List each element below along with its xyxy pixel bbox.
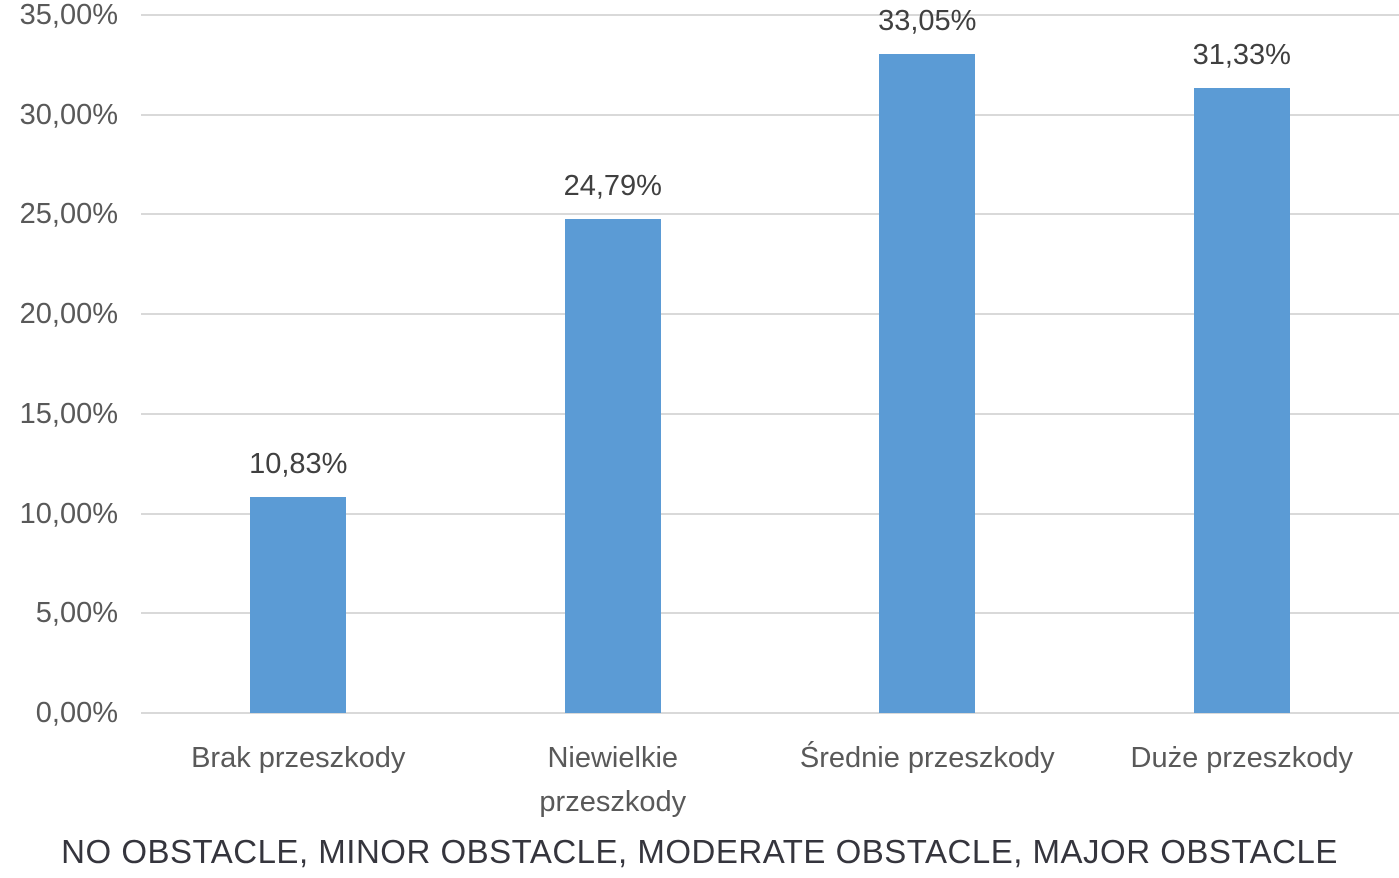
y-tick-label: 10,00% bbox=[19, 497, 118, 530]
x-axis: Brak przeszkody Niewielkie przeszkody Śred… bbox=[141, 736, 1399, 824]
x-category-label: Duże przeszkody bbox=[1130, 742, 1353, 774]
y-gridline bbox=[141, 313, 1399, 316]
x-category-label: Brak przeszkody bbox=[191, 742, 406, 774]
bar-value-label: 24,79% bbox=[563, 169, 662, 202]
y-gridline bbox=[141, 412, 1399, 415]
bar bbox=[879, 53, 976, 713]
x-category-label: Średnie przeszkody bbox=[799, 742, 1055, 774]
y-gridline bbox=[141, 113, 1399, 116]
y-tick-label: 0,00% bbox=[35, 697, 118, 729]
y-tick-label: 5,00% bbox=[35, 597, 118, 630]
y-gridline bbox=[141, 712, 1399, 714]
y-tick-label: 15,00% bbox=[19, 397, 118, 430]
y-gridline bbox=[141, 14, 1399, 16]
x-category-label: Niewielkie przeszkody bbox=[539, 742, 687, 818]
y-gridline bbox=[141, 612, 1399, 615]
y-tick-label: 25,00% bbox=[19, 198, 118, 231]
bar bbox=[250, 497, 347, 713]
y-axis: 0,00% 5,00% 10,00% 15,00% 20,00% 25,00% 30,00%… bbox=[0, 0, 118, 729]
y-tick-label: 35,00% bbox=[19, 0, 118, 31]
bar-value-label: 31,33% bbox=[1192, 39, 1291, 72]
bar-value-label: 33,05% bbox=[878, 4, 977, 37]
bar bbox=[564, 218, 661, 713]
chart-caption: NO OBSTACLE, MINOR OBSTACLE, MODERATE OB… bbox=[61, 833, 1338, 870]
y-tick-label: 20,00% bbox=[19, 298, 118, 331]
bar bbox=[1193, 88, 1290, 713]
y-gridline bbox=[141, 512, 1399, 515]
y-gridline bbox=[141, 213, 1399, 216]
bar-value-label: 10,83% bbox=[249, 448, 348, 481]
y-tick-label: 30,00% bbox=[19, 98, 118, 131]
plot-area: 10,83% 24,79% 33,05% 31,33% bbox=[141, 5, 1399, 714]
